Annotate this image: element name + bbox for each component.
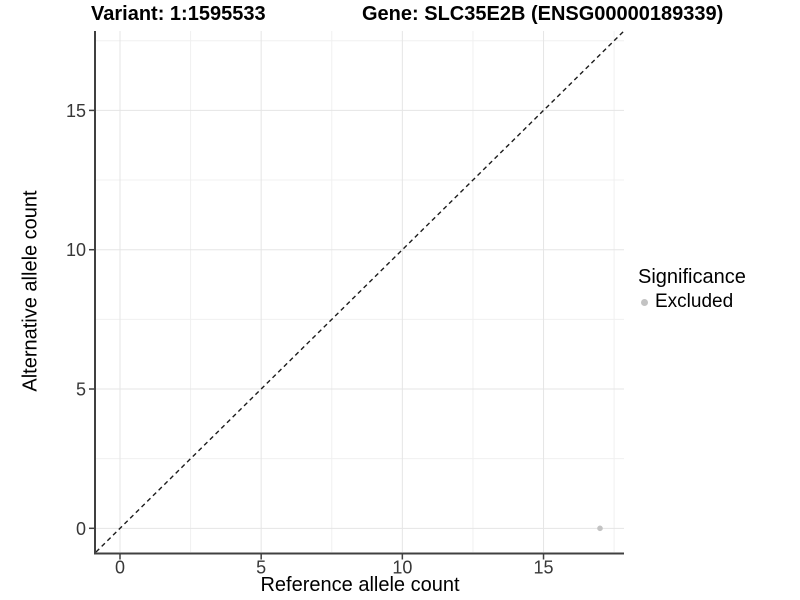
x-tick-label: 10 (392, 558, 412, 578)
y-tick-label: 10 (66, 240, 86, 260)
y-tick-label: 15 (66, 101, 86, 121)
y-tick-label: 5 (76, 380, 86, 400)
y-axis-title: Alternative allele count (19, 190, 42, 392)
plot-title-gene: Gene: SLC35E2B (ENSG00000189339) (362, 3, 724, 25)
x-tick-label: 0 (115, 558, 125, 578)
x-tick-label: 5 (256, 558, 266, 578)
plot-title-variant: Variant: 1:1595533 (91, 3, 266, 25)
identity-reference-line (95, 30, 625, 553)
x-tick-label: 15 (534, 558, 554, 578)
legend: Significance Excluded (638, 266, 746, 313)
legend-title: Significance (638, 266, 746, 288)
legend-item-label: Excluded (655, 291, 734, 312)
legend-point-icon (641, 298, 648, 306)
legend-item-excluded: Excluded (638, 291, 746, 313)
data-point-excluded (597, 525, 603, 532)
y-tick-label: 0 (76, 519, 86, 539)
x-axis-title: Reference allele count (260, 574, 460, 596)
